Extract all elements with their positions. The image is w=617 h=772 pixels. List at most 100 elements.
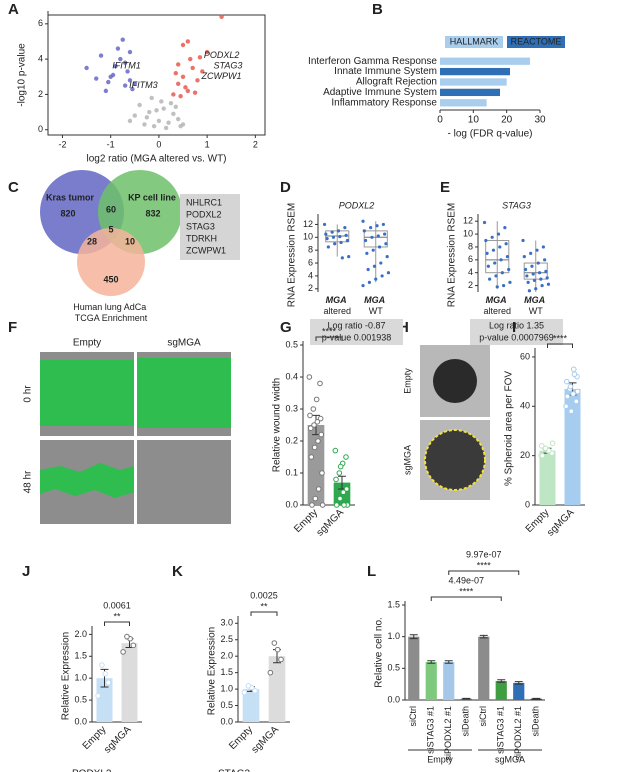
category-label: Inflammatory Response [331, 97, 437, 108]
p-value: 9.97e-07 [466, 549, 502, 559]
point [245, 683, 252, 689]
point [339, 240, 343, 245]
point [488, 277, 492, 281]
legend-label: REACTOME [511, 36, 562, 46]
point [324, 232, 328, 236]
point [549, 440, 556, 447]
error-bar [497, 679, 506, 683]
point [499, 258, 503, 262]
point [317, 380, 323, 387]
x-tick-label: siDeath [461, 706, 471, 737]
point [310, 406, 317, 412]
row-label: 0 hr [23, 385, 34, 403]
y-axis-label: Relative wound width [272, 378, 283, 473]
point [376, 234, 380, 238]
y-tick-label: 1.5 [387, 599, 400, 609]
bar [121, 643, 138, 722]
x-tick-label: -2 [58, 139, 66, 149]
point [485, 251, 489, 255]
point [120, 37, 125, 42]
point [311, 422, 317, 428]
x-tick-label: 20 [501, 115, 513, 126]
point [110, 72, 116, 78]
point [185, 39, 191, 44]
point [521, 238, 525, 243]
point [522, 255, 526, 259]
y-tick-label: 6 [38, 18, 43, 28]
point [534, 287, 538, 291]
point [531, 272, 535, 276]
point [571, 371, 578, 378]
bar [513, 682, 525, 700]
point [379, 261, 383, 265]
spheroid [433, 359, 477, 403]
point [180, 74, 186, 79]
gene-name: TDRKH [186, 233, 217, 243]
point [570, 391, 576, 397]
point [137, 102, 142, 108]
panel-label: B [372, 1, 383, 18]
point [563, 403, 569, 410]
y-tick-label: 0.5 [74, 694, 87, 704]
image [137, 440, 231, 524]
point [219, 14, 224, 19]
annotation: STAG3 [214, 61, 243, 71]
comparison-bracket [547, 343, 573, 348]
point [151, 123, 157, 129]
footnote: PODXL2 [72, 769, 112, 772]
bar [440, 88, 500, 97]
point [495, 285, 499, 289]
point [124, 633, 130, 640]
bar [495, 681, 507, 700]
point [132, 81, 137, 87]
comparison-bracket [104, 621, 130, 626]
y-tick-label: 0 [38, 124, 43, 134]
point [271, 640, 278, 646]
point [568, 408, 575, 415]
error-bar [427, 660, 436, 664]
comparison-bracket [315, 336, 343, 341]
y-tick-label: 1.5 [74, 651, 87, 661]
point [332, 447, 339, 454]
p-value: 4.49e-07 [448, 575, 484, 585]
point [381, 222, 385, 227]
y-tick-label: 6 [468, 254, 473, 264]
point [84, 65, 89, 71]
y-tick-label: 12 [463, 216, 473, 226]
point [539, 277, 543, 281]
y-tick-label: 6 [308, 257, 313, 267]
y-tick-label: 1.0 [387, 631, 400, 641]
gene-name: PODXL2 [186, 209, 222, 219]
x-tick-label: 0 [156, 139, 161, 149]
point [563, 378, 570, 385]
y-axis-label: Relative Expression [61, 632, 72, 720]
set-label: KP cell line [128, 192, 176, 202]
point [314, 419, 321, 425]
panel-label: K [172, 563, 183, 580]
bar [440, 99, 487, 107]
point [540, 283, 544, 288]
point [315, 438, 321, 444]
point [380, 274, 384, 278]
p-value: 0.0025 [250, 590, 278, 600]
bar [478, 636, 490, 700]
row-label: sgMGA [402, 445, 412, 475]
significance: **** [553, 333, 568, 343]
venn-circle [77, 228, 145, 296]
point [505, 255, 510, 259]
point [366, 267, 370, 272]
y-tick-label: 0.5 [220, 700, 233, 710]
point [127, 49, 133, 55]
point [190, 65, 195, 71]
point [490, 235, 494, 239]
category-label: Adaptive Immune System [323, 87, 437, 98]
point [159, 99, 164, 104]
panel-label: L [367, 563, 376, 580]
significance: ** [113, 611, 121, 621]
legend-swatch [445, 36, 503, 48]
y-tick-label: 0.0 [220, 716, 233, 726]
point [570, 366, 577, 373]
point [529, 251, 533, 255]
point [130, 642, 137, 649]
point [176, 62, 181, 67]
